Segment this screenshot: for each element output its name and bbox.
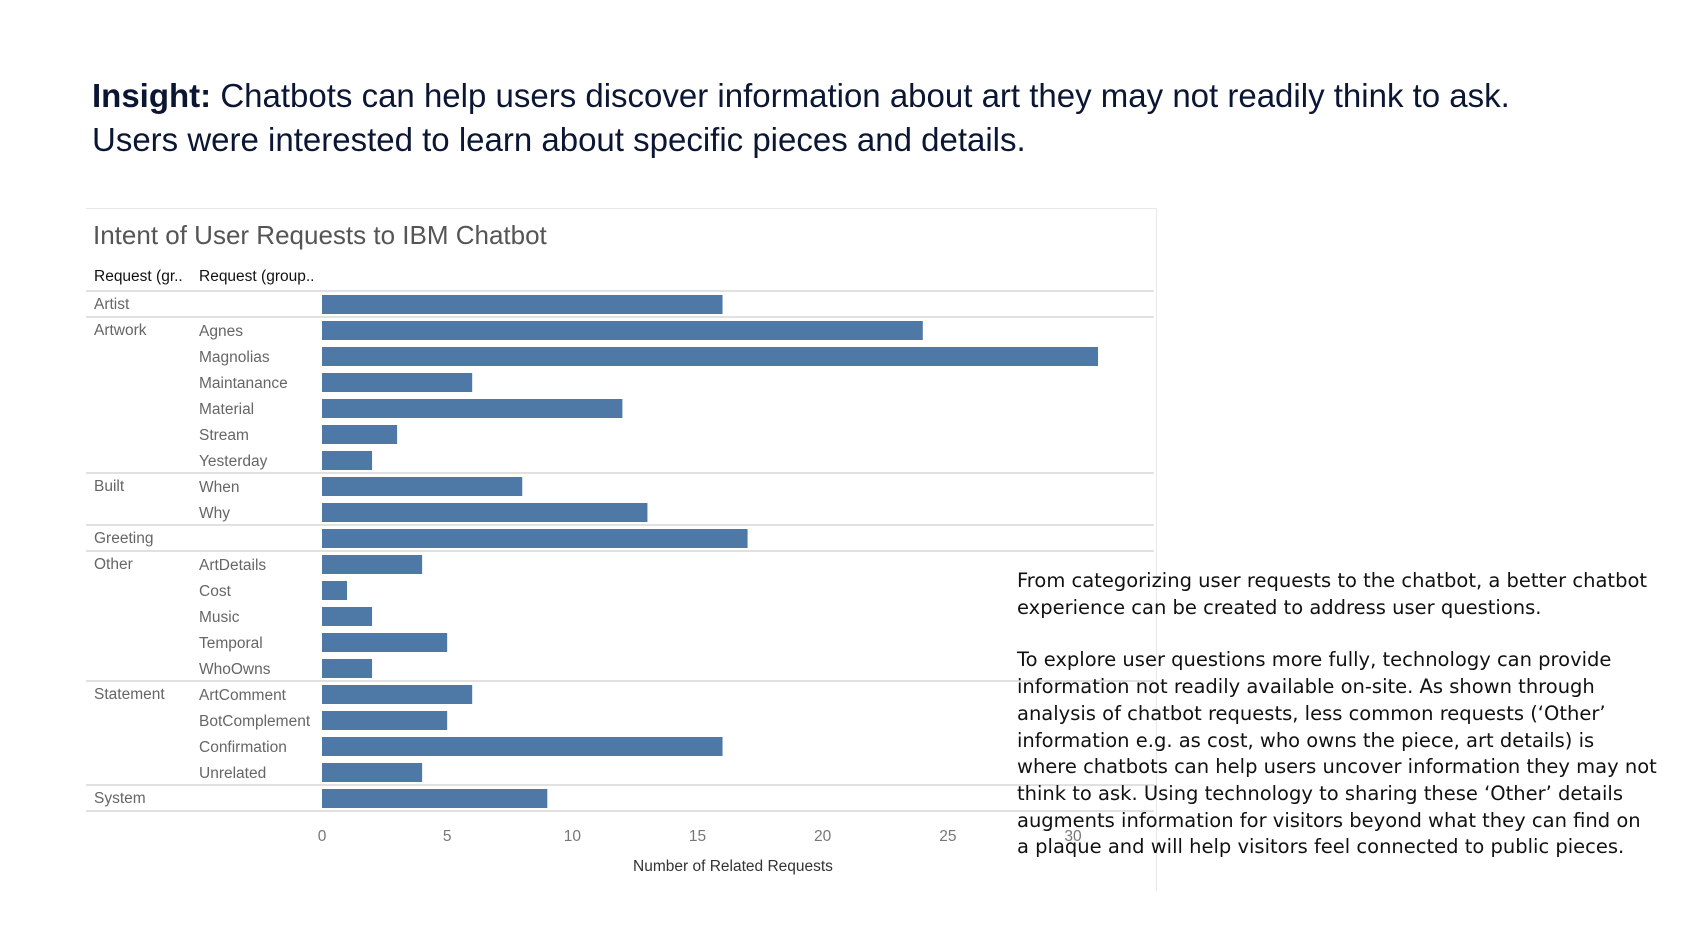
x-axis-label: Number of Related Requests	[633, 858, 833, 875]
row-label: ArtComment	[199, 687, 287, 704]
row-label: Maintanance	[199, 375, 288, 392]
group-label: Other	[94, 556, 133, 573]
row-label: WhoOwns	[199, 661, 271, 678]
bar	[322, 425, 398, 444]
row-label: ArtDetails	[199, 557, 266, 574]
bar	[322, 373, 473, 392]
bar	[322, 451, 373, 470]
row-label: Music	[199, 609, 240, 626]
group-label: Artist	[94, 296, 130, 313]
bar	[322, 477, 523, 496]
bar	[322, 295, 723, 314]
x-tick-label: 25	[939, 828, 956, 845]
row-label: Confirmation	[199, 739, 287, 756]
bar	[322, 711, 448, 730]
chart-panel: Intent of User Requests to IBM Chatbot Re…	[86, 208, 1157, 891]
bar	[322, 555, 423, 574]
bar	[322, 399, 623, 418]
insight-heading: Insight: Chatbots can help users discove…	[92, 74, 1592, 162]
insight-text: Chatbots can help users discover informa…	[92, 77, 1510, 158]
x-tick-label: 15	[689, 828, 706, 845]
bar	[322, 633, 448, 652]
row-label: Unrelated	[199, 765, 266, 782]
bar	[322, 685, 473, 704]
note-paragraph-1: From categorizing user requests to the c…	[1017, 569, 1648, 619]
bar	[322, 659, 373, 678]
insight-label: Insight:	[92, 77, 212, 114]
row-label: BotComplement	[199, 713, 311, 730]
row-label: Yesterday	[199, 453, 268, 470]
chart-title: Intent of User Requests to IBM Chatbot	[93, 220, 548, 250]
group-label: Greeting	[94, 530, 153, 547]
row-label: Material	[199, 401, 254, 418]
group-label: Artwork	[94, 322, 147, 339]
x-tick-label: 10	[564, 828, 582, 845]
bar	[322, 763, 423, 782]
analysis-note: From categorizing user requests to the c…	[1017, 568, 1657, 861]
x-tick-label: 30	[1064, 828, 1082, 845]
x-tick-label: 5	[443, 828, 452, 845]
row-label: Cost	[199, 583, 232, 600]
bar	[322, 607, 373, 626]
group-label: Built	[94, 478, 125, 495]
bar	[322, 347, 1099, 366]
x-tick-label: 0	[318, 828, 327, 845]
bar	[322, 503, 648, 522]
row-label: Why	[199, 505, 230, 522]
group-label: Statement	[94, 686, 165, 703]
row-label: Temporal	[199, 635, 263, 652]
row-label: When	[199, 479, 240, 496]
group-label: System	[94, 790, 146, 807]
bar	[322, 581, 348, 600]
bar	[322, 321, 923, 340]
row-label: Agnes	[199, 323, 243, 340]
col-header-subgroup: Request (group..	[199, 268, 314, 285]
col-header-group: Request (gr..	[94, 268, 183, 285]
row-label: Stream	[199, 427, 249, 444]
bar-chart: Intent of User Requests to IBM Chatbot Re…	[86, 220, 1154, 875]
note-paragraph-2: To explore user questions more fully, te…	[1017, 648, 1657, 859]
bar	[322, 789, 548, 808]
x-tick-label: 20	[814, 828, 832, 845]
bar	[322, 529, 748, 548]
bar	[322, 737, 723, 756]
row-label: Magnolias	[199, 349, 270, 366]
